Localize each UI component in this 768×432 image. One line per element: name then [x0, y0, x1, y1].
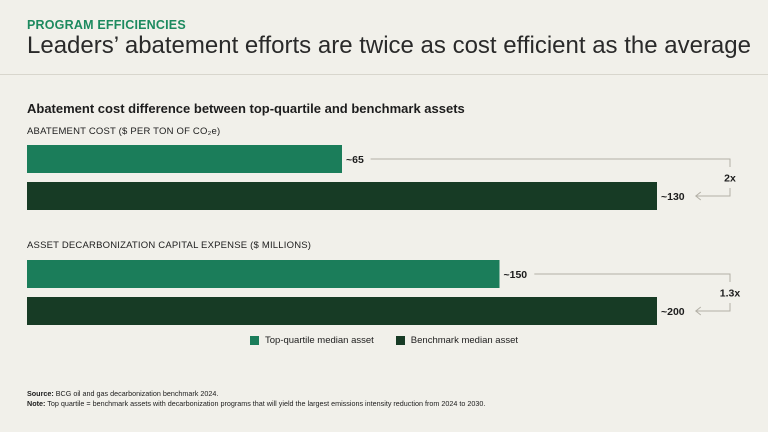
legend-item-top-quartile: Top-quartile median asset [250, 335, 374, 346]
note-label: Note: [27, 399, 46, 408]
legend-label-benchmark: Benchmark median asset [410, 335, 518, 346]
data-label-capex-benchmark: ~200 [661, 306, 685, 318]
bracket-bottom-capex [695, 303, 731, 312]
legend-label-top-quartile: Top-quartile median asset [265, 335, 374, 346]
bracket-bottom-abatement [695, 188, 731, 197]
arrow-icon-abatement [694, 191, 702, 201]
group-label-abatement-cost: ABATEMENT COST ($ PER TON OF CO₂e) [27, 126, 221, 137]
source-note: Source: BCG oil and gas decarbonization … [27, 389, 485, 399]
eyebrow: PROGRAM EFFICIENCIES [27, 18, 186, 32]
chart-title: Abatement cost difference between top-qu… [27, 101, 465, 116]
bar-abatement-benchmark [27, 182, 657, 210]
bracket-top-capex [534, 273, 731, 282]
bracket-top-abatement [370, 158, 731, 167]
bar-capex-top-quartile [27, 260, 500, 288]
legend-item-benchmark: Benchmark median asset [395, 335, 518, 346]
bar-capex-benchmark [27, 297, 657, 325]
divider [0, 74, 768, 75]
arrow-icon-capex [694, 306, 702, 316]
legend: Top-quartile median asset Benchmark medi… [0, 335, 768, 346]
group-label-capex: ASSET DECARBONIZATION CAPITAL EXPENSE ($… [27, 240, 312, 251]
footnotes: Source: BCG oil and gas decarbonization … [27, 389, 485, 409]
source-label: Source: [27, 389, 54, 398]
note: Note: Top quartile = benchmark assets wi… [27, 399, 485, 409]
legend-swatch-benchmark [395, 336, 405, 345]
bar-abatement-top-quartile [27, 145, 342, 173]
page-title: Leaders’ abatement efforts are twice as … [27, 32, 751, 59]
data-label-abatement-top-quartile: ~65 [346, 154, 364, 166]
ratio-label-abatement: 2x [724, 173, 736, 185]
source-text: BCG oil and gas decarbonization benchmar… [55, 389, 219, 398]
ratio-label-capex: 1.3x [720, 288, 741, 300]
note-text: Top quartile = benchmark assets with dec… [47, 399, 486, 408]
legend-swatch-top-quartile [250, 336, 259, 345]
data-label-capex-top-quartile: ~150 [504, 269, 528, 281]
data-label-abatement-benchmark: ~130 [661, 191, 685, 203]
